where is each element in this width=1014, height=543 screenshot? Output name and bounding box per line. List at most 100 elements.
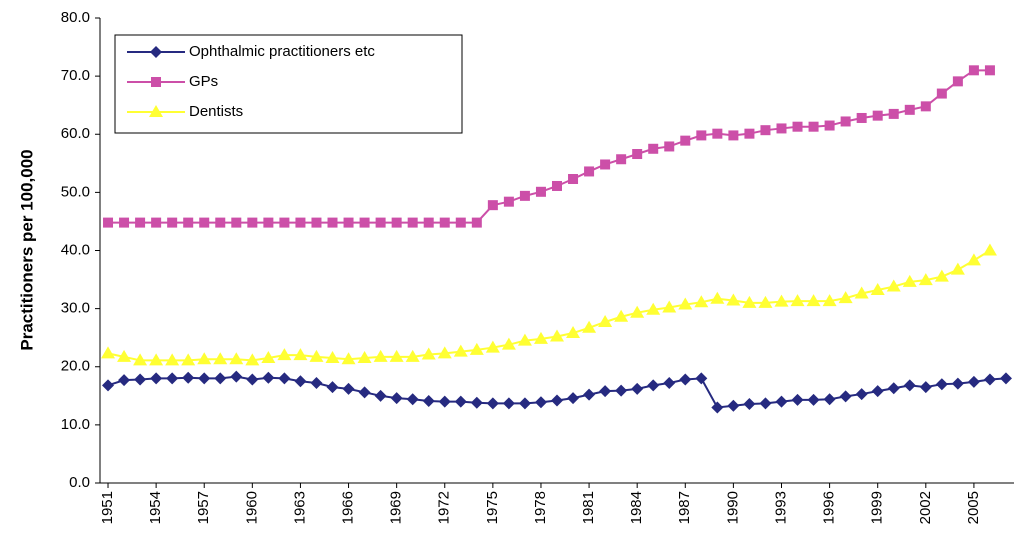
marker-triangle [469,342,484,355]
marker-diamond [198,372,211,385]
x-tick-label: 1978 [532,491,549,524]
marker-diamond [534,396,547,409]
x-tick-label: 2005 [965,491,982,524]
marker-square [952,76,963,87]
legend-label: Dentists [189,103,243,120]
marker-diamond [615,384,628,397]
marker-triangle [197,352,212,365]
marker-triangle [598,314,613,327]
marker-diamond [518,397,531,410]
marker-square [840,116,851,127]
marker-diamond [278,372,291,385]
marker-triangle [373,349,388,362]
marker-square [343,217,354,228]
marker-triangle [229,352,244,365]
marker-triangle [726,293,741,306]
marker-triangle [582,320,597,333]
marker-square [680,135,691,146]
marker-diamond [262,371,275,384]
marker-square [199,217,210,228]
marker-diamond [887,382,900,395]
marker-square [471,217,482,228]
marker-square [247,217,258,228]
marker-diamond [567,392,580,405]
y-tick-label: 30.0 [61,300,90,317]
marker-triangle [149,105,163,117]
marker-square [984,65,995,76]
x-tick-label: 1990 [724,491,741,524]
marker-diamond [310,377,323,390]
marker-triangle [421,347,436,360]
x-tick-label: 1972 [436,491,453,524]
marker-square [808,121,819,132]
marker-square [263,217,274,228]
marker-square [968,65,979,76]
y-tick-label: 80.0 [61,9,90,26]
marker-triangle [341,352,356,365]
y-tick-label: 60.0 [61,125,90,142]
marker-square [231,217,242,228]
y-tick-label: 40.0 [61,241,90,258]
marker-diamond [390,392,403,405]
marker-square [455,217,466,228]
marker-diamond [727,399,740,412]
marker-diamond [855,388,868,401]
marker-square [167,217,178,228]
marker-diamond [246,373,259,386]
marker-square [151,217,162,228]
marker-square [407,217,418,228]
marker-triangle [566,326,581,339]
marker-triangle [485,340,500,353]
marker-diamond [230,370,243,383]
marker-triangle [213,352,228,365]
y-tick-label: 10.0 [61,416,90,433]
marker-diamond [406,393,419,406]
marker-diamond [967,375,980,388]
x-tick-label: 1957 [195,491,212,524]
marker-triangle [501,337,516,350]
marker-diamond [214,372,227,385]
marker-diamond [438,395,451,408]
y-tick-label: 70.0 [61,67,90,84]
x-tick-label: 1984 [628,491,645,524]
marker-square [375,217,386,228]
marker-square [600,159,611,170]
marker-square [824,120,835,131]
marker-triangle [678,297,693,310]
marker-diamond [839,390,852,403]
marker-diamond [951,377,964,390]
x-tick-label: 1999 [869,491,886,524]
marker-square [311,217,322,228]
marker-square [616,154,627,165]
x-tick-label: 1960 [243,491,260,524]
marker-triangle [293,348,308,361]
marker-square [904,104,915,115]
x-tick-label: 1951 [99,491,116,524]
marker-triangle [517,333,532,346]
marker-triangle [822,294,837,307]
marker-triangle [117,349,132,362]
marker-diamond [599,385,612,398]
marker-square [503,196,514,207]
marker-triangle [710,291,725,304]
marker-square [712,128,723,139]
marker-triangle [614,309,629,322]
legend-label: Ophthalmic practitioners etc [189,43,375,60]
marker-triangle [806,294,821,307]
marker-square [936,88,947,99]
marker-diamond [903,379,916,392]
marker-diamond [182,371,195,384]
marker-triangle [133,353,148,366]
marker-square [151,77,161,87]
marker-diamond [871,385,884,398]
marker-triangle [838,291,853,304]
x-tick-label: 1969 [388,491,405,524]
marker-diamond [743,397,756,410]
marker-diamond [358,386,371,399]
marker-square [920,101,931,112]
marker-triangle [453,344,468,357]
marker-diamond [166,372,179,385]
marker-diamond [470,396,483,409]
marker-triangle [309,349,324,362]
